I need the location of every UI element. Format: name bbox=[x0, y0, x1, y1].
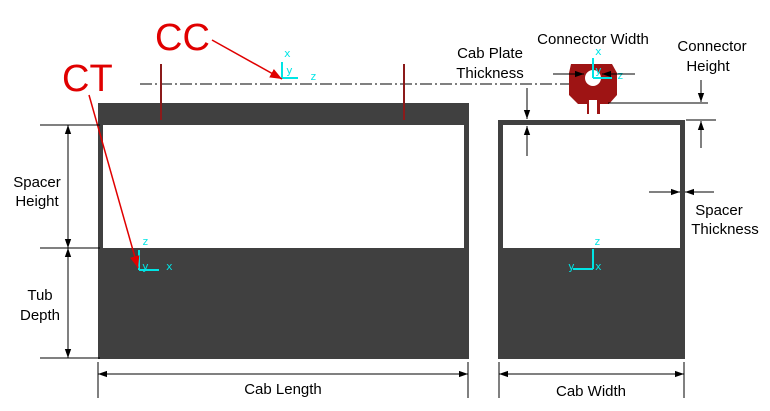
cab-width-label: Cab Width bbox=[556, 383, 626, 400]
side-spacer-window bbox=[103, 125, 464, 248]
connector-axis-y: y bbox=[595, 64, 602, 77]
front-axis-z: z bbox=[594, 235, 601, 248]
front-view bbox=[498, 64, 685, 359]
cc-pointer bbox=[211, 39, 283, 80]
ct-axis-z: z bbox=[142, 235, 149, 248]
connector-height-label-line2: Height bbox=[686, 58, 730, 75]
ct-axis-x: x bbox=[166, 260, 173, 273]
spacer-height-label-line1: Spacer bbox=[13, 174, 61, 191]
ct-pointer bbox=[88, 94, 140, 269]
cc-axis-icon bbox=[281, 62, 298, 79]
connector-axis-icon bbox=[592, 58, 612, 79]
connector-axis-x: x bbox=[595, 45, 602, 58]
connector-height-label-line1: Connector bbox=[677, 38, 746, 55]
front-axis-y: y bbox=[568, 260, 575, 273]
ct-axis-y: y bbox=[142, 260, 149, 273]
cc-axis-y: y bbox=[286, 64, 293, 77]
tub-depth-dimension bbox=[40, 248, 100, 359]
spacer-height-label-line2: Height bbox=[15, 193, 59, 210]
cab-length-label: Cab Length bbox=[244, 381, 322, 398]
side-view bbox=[98, 64, 469, 359]
tub-depth-label-line1: Tub bbox=[27, 287, 52, 304]
connector-axis-z: z bbox=[617, 69, 624, 82]
cc-marker: CC bbox=[155, 17, 210, 59]
cab-width-dimension bbox=[498, 362, 685, 398]
connector-width-label: Connector Width bbox=[537, 31, 649, 48]
spacer-thickness-label-line1: Spacer bbox=[695, 202, 743, 219]
cab-plate-thickness-label-line1: Cab Plate bbox=[457, 45, 523, 62]
cc-axis-x: x bbox=[284, 47, 291, 60]
front-spacer-window bbox=[503, 125, 680, 248]
cab-length-dimension bbox=[97, 362, 469, 398]
connector-slot bbox=[589, 100, 597, 114]
ct-marker: CT bbox=[62, 58, 113, 100]
front-axis-icon bbox=[573, 249, 594, 270]
cab-plate-thickness-label-line2: Thickness bbox=[456, 65, 524, 82]
spacer-thickness-label-line2: Thickness bbox=[691, 221, 759, 238]
tub-depth-label-line2: Depth bbox=[20, 307, 60, 324]
front-axis-x: x bbox=[595, 260, 602, 273]
cc-axis-z: z bbox=[310, 70, 317, 83]
connector-height-dimension bbox=[608, 80, 716, 148]
